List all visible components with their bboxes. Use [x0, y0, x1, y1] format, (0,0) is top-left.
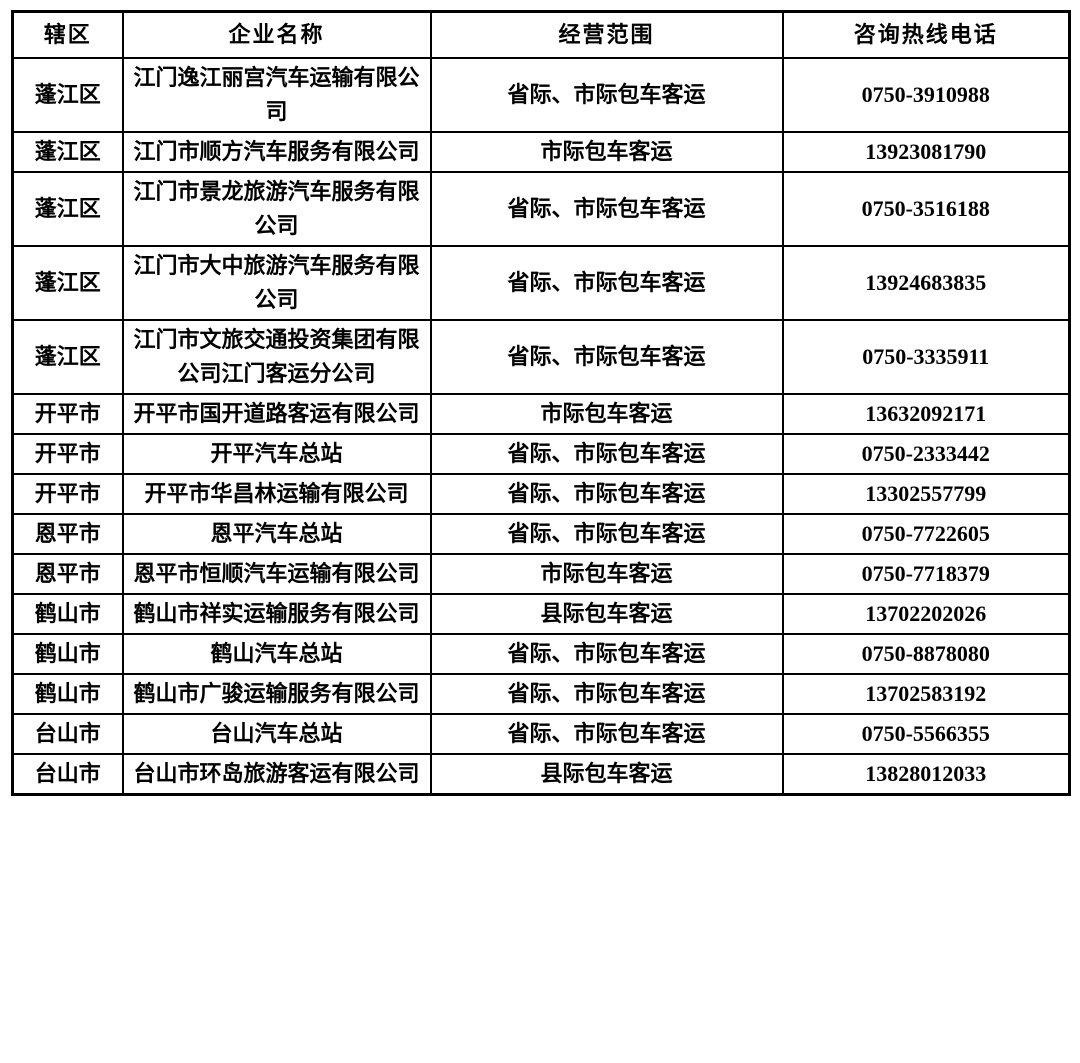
phone-cell: 0750-7722605 — [781, 513, 1071, 555]
company-cell: 开平市国开道路客运有限公司 — [121, 393, 432, 435]
table-row: 开平市 开平汽车总站 省际、市际包车客运 0750-2333442 — [11, 433, 1071, 475]
header-district: 辖区 — [11, 10, 124, 59]
charter-bus-hotline-table-wrap: 辖区 企业名称 经营范围 咨询热线电话 蓬江区 江门逸江丽宫汽车运输有限公司 省… — [11, 10, 1071, 796]
phone-cell: 13302557799 — [781, 473, 1071, 515]
phone-cell: 13923081790 — [781, 131, 1071, 173]
scope-cell: 省际、市际包车客运 — [429, 433, 784, 475]
scope-cell: 省际、市际包车客运 — [429, 171, 784, 247]
phone-cell: 13632092171 — [781, 393, 1071, 435]
header-scope: 经营范围 — [429, 10, 784, 59]
table-row: 蓬江区 江门市顺方汽车服务有限公司 市际包车客运 13923081790 — [11, 131, 1071, 173]
district-cell: 开平市 — [11, 473, 124, 515]
district-cell: 蓬江区 — [11, 131, 124, 173]
scope-cell: 省际、市际包车客运 — [429, 633, 784, 675]
district-cell: 开平市 — [11, 393, 124, 435]
phone-cell: 13924683835 — [781, 245, 1071, 321]
table-row: 台山市 台山汽车总站 省际、市际包车客运 0750-5566355 — [11, 713, 1071, 755]
phone-cell: 13702583192 — [781, 673, 1071, 715]
company-cell: 开平汽车总站 — [121, 433, 432, 475]
phone-cell: 0750-3335911 — [781, 319, 1071, 395]
district-cell: 蓬江区 — [11, 171, 124, 247]
company-cell: 恩平汽车总站 — [121, 513, 432, 555]
scope-cell: 市际包车客运 — [429, 131, 784, 173]
phone-cell: 0750-7718379 — [781, 553, 1071, 595]
header-row: 辖区 企业名称 经营范围 咨询热线电话 — [11, 10, 1071, 59]
phone-cell: 0750-5566355 — [781, 713, 1071, 755]
table-row: 蓬江区 江门市景龙旅游汽车服务有限公司 省际、市际包车客运 0750-35161… — [11, 171, 1071, 247]
district-cell: 恩平市 — [11, 513, 124, 555]
district-cell: 蓬江区 — [11, 319, 124, 395]
phone-cell: 13828012033 — [781, 753, 1071, 796]
scope-cell: 省际、市际包车客运 — [429, 513, 784, 555]
header-company: 企业名称 — [121, 10, 432, 59]
district-cell: 鹤山市 — [11, 673, 124, 715]
district-cell: 台山市 — [11, 753, 124, 796]
company-cell: 江门市顺方汽车服务有限公司 — [121, 131, 432, 173]
company-cell: 鹤山市广骏运输服务有限公司 — [121, 673, 432, 715]
table-row: 开平市 开平市国开道路客运有限公司 市际包车客运 13632092171 — [11, 393, 1071, 435]
table-row: 鹤山市 鹤山市祥实运输服务有限公司 县际包车客运 13702202026 — [11, 593, 1071, 635]
table-row: 蓬江区 江门逸江丽宫汽车运输有限公司 省际、市际包车客运 0750-391098… — [11, 57, 1071, 133]
district-cell: 蓬江区 — [11, 57, 124, 133]
company-cell: 恩平市恒顺汽车运输有限公司 — [121, 553, 432, 595]
company-cell: 台山市环岛旅游客运有限公司 — [121, 753, 432, 796]
district-cell: 鹤山市 — [11, 633, 124, 675]
company-cell: 台山汽车总站 — [121, 713, 432, 755]
scope-cell: 市际包车客运 — [429, 393, 784, 435]
scope-cell: 省际、市际包车客运 — [429, 57, 784, 133]
company-cell: 开平市华昌林运输有限公司 — [121, 473, 432, 515]
table-row: 台山市 台山市环岛旅游客运有限公司 县际包车客运 13828012033 — [11, 753, 1071, 796]
scope-cell: 市际包车客运 — [429, 553, 784, 595]
table-row: 恩平市 恩平汽车总站 省际、市际包车客运 0750-7722605 — [11, 513, 1071, 555]
charter-bus-hotline-table: 辖区 企业名称 经营范围 咨询热线电话 蓬江区 江门逸江丽宫汽车运输有限公司 省… — [11, 10, 1071, 796]
phone-cell: 0750-3516188 — [781, 171, 1071, 247]
scope-cell: 省际、市际包车客运 — [429, 319, 784, 395]
district-cell: 开平市 — [11, 433, 124, 475]
company-cell: 鹤山汽车总站 — [121, 633, 432, 675]
company-cell: 鹤山市祥实运输服务有限公司 — [121, 593, 432, 635]
company-cell: 江门市景龙旅游汽车服务有限公司 — [121, 171, 432, 247]
scope-cell: 省际、市际包车客运 — [429, 673, 784, 715]
table-row: 鹤山市 鹤山市广骏运输服务有限公司 省际、市际包车客运 13702583192 — [11, 673, 1071, 715]
scope-cell: 县际包车客运 — [429, 753, 784, 796]
scope-cell: 省际、市际包车客运 — [429, 473, 784, 515]
district-cell: 鹤山市 — [11, 593, 124, 635]
district-cell: 蓬江区 — [11, 245, 124, 321]
table-row: 蓬江区 江门市大中旅游汽车服务有限公司 省际、市际包车客运 1392468383… — [11, 245, 1071, 321]
table-row: 蓬江区 江门市文旅交通投资集团有限公司江门客运分公司 省际、市际包车客运 075… — [11, 319, 1071, 395]
company-cell: 江门逸江丽宫汽车运输有限公司 — [121, 57, 432, 133]
table-row: 恩平市 恩平市恒顺汽车运输有限公司 市际包车客运 0750-7718379 — [11, 553, 1071, 595]
header-phone: 咨询热线电话 — [781, 10, 1071, 59]
table-row: 开平市 开平市华昌林运输有限公司 省际、市际包车客运 13302557799 — [11, 473, 1071, 515]
district-cell: 台山市 — [11, 713, 124, 755]
scope-cell: 县际包车客运 — [429, 593, 784, 635]
phone-cell: 0750-8878080 — [781, 633, 1071, 675]
phone-cell: 0750-3910988 — [781, 57, 1071, 133]
phone-cell: 0750-2333442 — [781, 433, 1071, 475]
company-cell: 江门市大中旅游汽车服务有限公司 — [121, 245, 432, 321]
company-cell: 江门市文旅交通投资集团有限公司江门客运分公司 — [121, 319, 432, 395]
district-cell: 恩平市 — [11, 553, 124, 595]
phone-cell: 13702202026 — [781, 593, 1071, 635]
scope-cell: 省际、市际包车客运 — [429, 245, 784, 321]
table-row: 鹤山市 鹤山汽车总站 省际、市际包车客运 0750-8878080 — [11, 633, 1071, 675]
scope-cell: 省际、市际包车客运 — [429, 713, 784, 755]
